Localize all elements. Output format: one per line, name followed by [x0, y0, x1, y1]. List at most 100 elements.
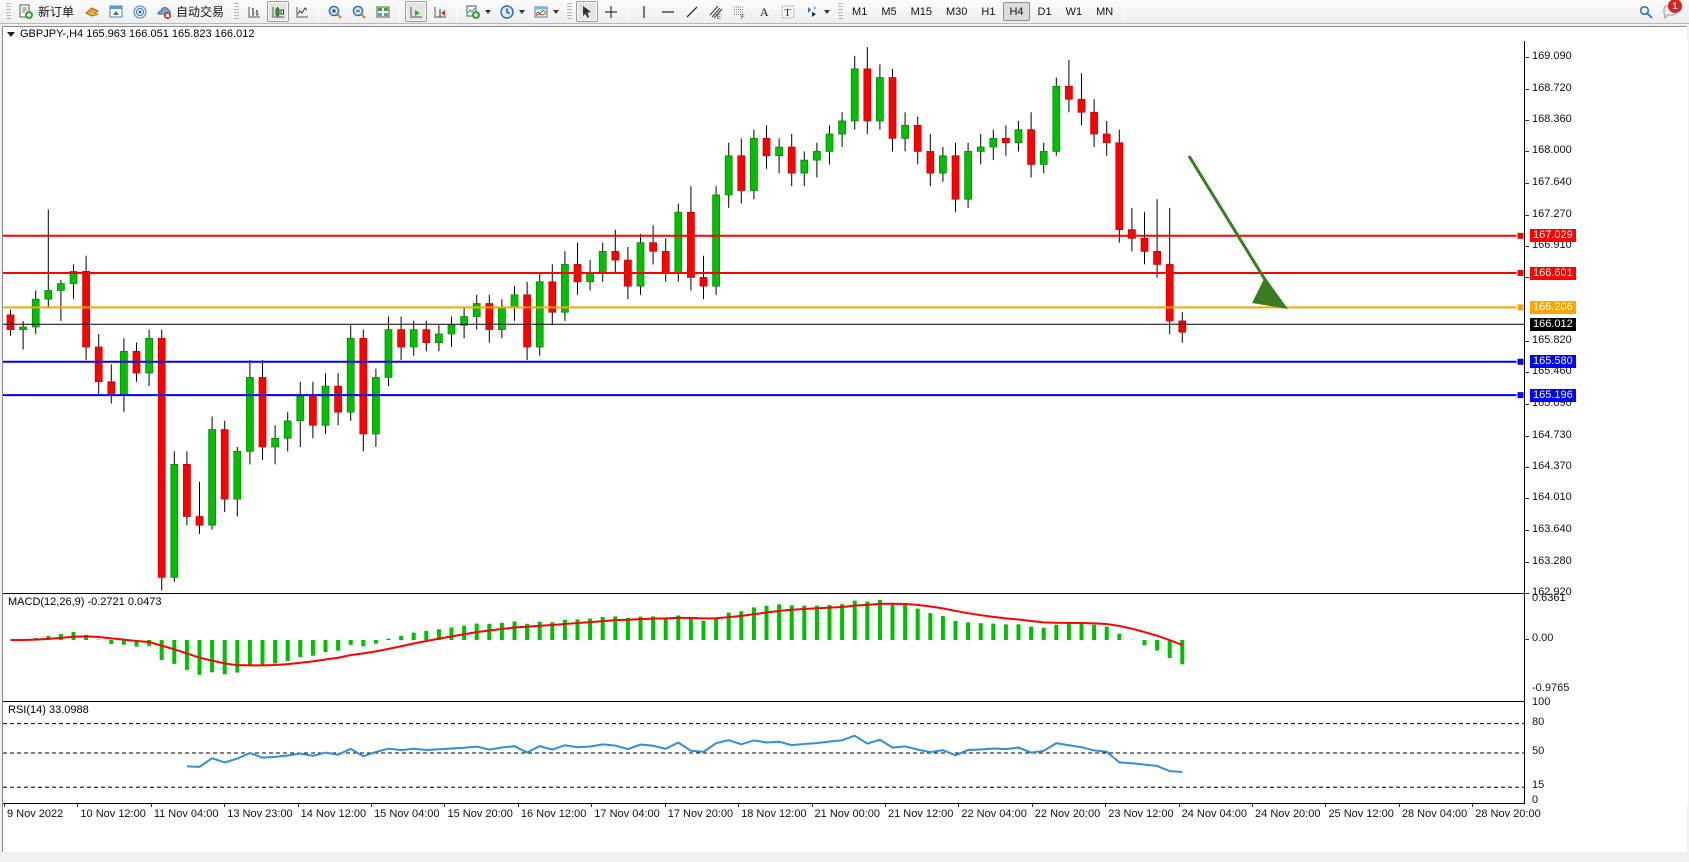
candle [208, 416, 216, 530]
chart-shift-button[interactable] [429, 1, 451, 22]
crosshair-button[interactable] [600, 1, 622, 22]
properties-button[interactable] [81, 1, 103, 22]
price-tick [1525, 498, 1529, 500]
indicators-caret-icon[interactable] [485, 9, 492, 14]
autotrade-button[interactable]: 自动交易 [153, 1, 229, 22]
price-tick-label: 164.730 [1532, 428, 1572, 441]
price-tick-label: 164.370 [1532, 459, 1572, 472]
toolbar-grip[interactable] [5, 2, 11, 21]
timeframe-h1[interactable]: H1 [981, 5, 996, 18]
fibonacci-icon: F [734, 6, 745, 20]
candlestick-chart-button[interactable] [267, 1, 290, 22]
zoom-out-button[interactable] [348, 1, 370, 22]
templates-button[interactable] [530, 1, 562, 22]
time-tick-label: 17 Nov 20:00 [667, 808, 734, 820]
timeframe-m15[interactable]: M15 [910, 5, 932, 18]
price-tick [1525, 593, 1529, 594]
candle [397, 316, 405, 361]
timeframe-m30[interactable]: M30 [946, 5, 968, 18]
time-tick-label: 11 Nov 04:00 [153, 808, 219, 820]
equidistant-channel-button[interactable]: E [705, 1, 727, 22]
candle [107, 364, 116, 404]
price-tag-resistance-2[interactable]: 166.601 [1530, 266, 1576, 280]
hline-handle[interactable] [1516, 303, 1525, 312]
zoom-in-button[interactable] [324, 1, 346, 22]
time-tick-label: 9 Nov 2022 [7, 808, 64, 820]
candle [94, 333, 103, 395]
chart-window[interactable]: GBPJPY-,H4 165.963 166.051 165.823 166.0… [2, 26, 1688, 860]
text-button[interactable]: T [777, 1, 799, 22]
auto-scroll-button[interactable] [405, 1, 428, 22]
price-tag-support-2[interactable]: 165.196 [1530, 388, 1576, 402]
hline-handle[interactable] [1516, 231, 1525, 240]
trendline-button[interactable] [681, 1, 703, 22]
periods-caret-icon[interactable] [519, 9, 526, 14]
vertical-line-button[interactable] [633, 1, 655, 22]
cursor-button[interactable] [576, 1, 599, 22]
candle [69, 264, 78, 300]
candlestick-chart-icon [272, 6, 285, 17]
candle [258, 360, 267, 460]
timeframe-w1[interactable]: W1 [1065, 5, 1083, 18]
timeframe-grip[interactable] [837, 2, 844, 21]
price-tick [1525, 214, 1529, 216]
chart-type-grip[interactable] [233, 2, 240, 21]
line-chart-button[interactable] [291, 1, 313, 22]
time-tick-label: 23 Nov 12:00 [1108, 808, 1174, 820]
macd-pane[interactable]: MACD(12,26,9) -0.2721 0.0473 [3, 593, 1525, 701]
hline-handle[interactable] [1516, 269, 1525, 278]
alerts-button[interactable]: 1 [1659, 0, 1682, 22]
candle [737, 138, 746, 204]
price-tag-support-1[interactable]: 165.580 [1530, 355, 1576, 369]
candle [863, 47, 872, 135]
timeframe-h4[interactable]: H4 [1003, 2, 1030, 21]
hline-handle[interactable] [1516, 357, 1525, 366]
macd-scale-label: -0.9765 [1532, 682, 1570, 694]
bar-chart-icon [248, 6, 261, 17]
hline-handle[interactable] [1516, 391, 1525, 400]
macd-zero-tick [1525, 639, 1529, 640]
candle [636, 233, 645, 295]
indicators-button[interactable] [462, 1, 494, 22]
time-tick [958, 804, 960, 807]
candle [687, 186, 695, 291]
toolbar-separator-3 [456, 2, 458, 21]
candle [926, 134, 935, 187]
time-axis[interactable]: 9 Nov 2022 10 Nov 12:00 11 Nov 04:00 13 Nov… [3, 804, 1541, 824]
candle [6, 309, 15, 336]
time-tick [297, 804, 299, 807]
horizontal-line-button[interactable] [657, 1, 679, 22]
timeframe-mn[interactable]: MN [1096, 5, 1114, 18]
chart-shift-icon [376, 6, 390, 17]
drawing-tools-grip[interactable] [566, 2, 573, 21]
candle [157, 329, 166, 591]
equidistant-channel-icon: E [709, 5, 723, 20]
periods-button[interactable] [496, 1, 528, 22]
price-tick-label: 165.820 [1532, 333, 1572, 346]
price-pane[interactable] [3, 41, 1525, 593]
shapes-caret-icon[interactable] [824, 9, 831, 14]
timeframe-m5[interactable]: M5 [881, 5, 897, 18]
rsi-pane[interactable]: RSI(14) 33.0988 [3, 701, 1525, 803]
bearish-arrow-annotation[interactable] [1187, 155, 1288, 309]
price-tag-resistance-1[interactable]: 167.029 [1530, 229, 1576, 243]
search-button[interactable] [1635, 1, 1657, 22]
data-window-button[interactable] [105, 1, 127, 22]
price-tag-last-price[interactable]: 166.012 [1530, 317, 1576, 331]
fibonacci-button[interactable]: F [729, 1, 751, 22]
rsi-label: RSI(14) 33.0988 [8, 704, 89, 716]
new-order-button[interactable]: 新订单 [15, 1, 79, 22]
templates-caret-icon[interactable] [553, 9, 560, 14]
timeframe-d1[interactable]: D1 [1037, 5, 1052, 18]
shapes-button[interactable] [801, 1, 833, 22]
price-scale[interactable]: 169.090 168.720 168.360 168.000 167.640 167.2… [1525, 41, 1688, 806]
autotrade-label: 自动交易 [176, 5, 225, 19]
text-label-button[interactable]: A [753, 1, 775, 22]
signal-button[interactable] [129, 1, 151, 22]
price-tick [1525, 120, 1529, 122]
bar-chart-button[interactable] [243, 1, 265, 22]
data-grid-button[interactable] [372, 1, 394, 22]
timeframe-m1[interactable]: M1 [852, 5, 868, 18]
chart-menu-icon[interactable] [7, 31, 15, 37]
price-tag-pivot[interactable]: 166.206 [1530, 300, 1576, 314]
